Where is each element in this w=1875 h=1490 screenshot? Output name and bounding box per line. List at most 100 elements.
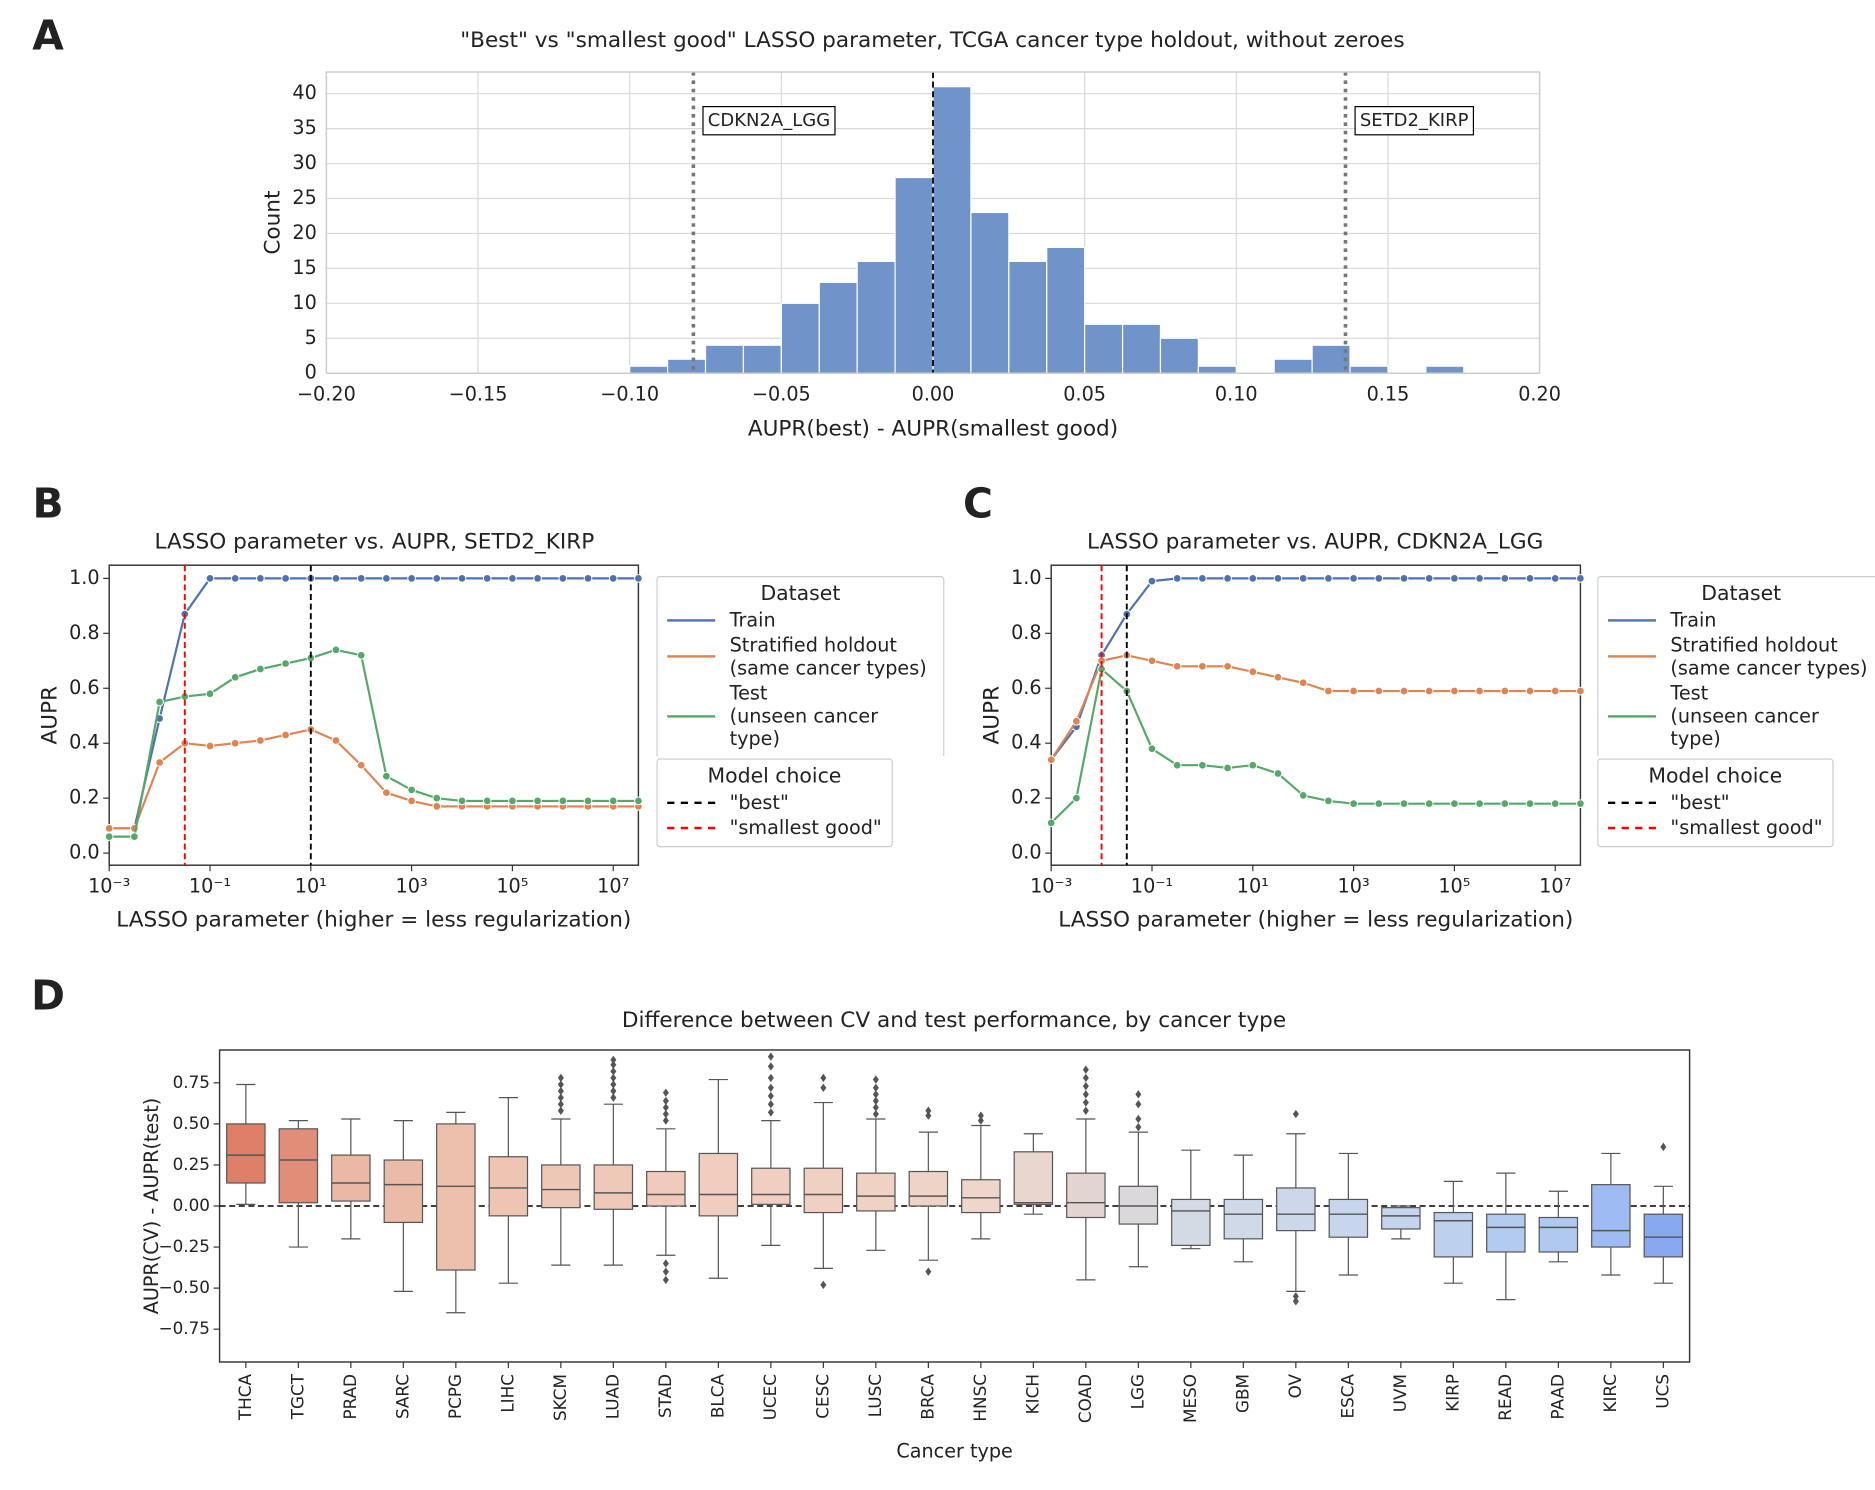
- y-tick-label: 0.4: [1011, 731, 1042, 754]
- series-point: [1550, 799, 1560, 808]
- series-point: [1576, 686, 1585, 696]
- x-tick-label: 10³: [1338, 874, 1370, 897]
- box: [488, 1156, 529, 1217]
- outlier: [1082, 1106, 1089, 1115]
- box: [1276, 1187, 1316, 1232]
- x-tick-label: UCEC: [760, 1374, 780, 1420]
- series-point: [1298, 678, 1308, 688]
- legend-entry: "best": [667, 791, 882, 814]
- histogram-bar: [667, 358, 707, 374]
- outlier: [872, 1083, 879, 1092]
- x-tick-label: 10⁻³: [88, 874, 130, 897]
- x-tick-label: SKCM: [550, 1374, 570, 1421]
- series-point: [533, 796, 542, 806]
- outlier: [610, 1080, 617, 1089]
- legend-swatch: [1608, 618, 1657, 621]
- outlier: [820, 1280, 827, 1290]
- x-tick-label: 10⁵: [496, 874, 528, 897]
- outlier: [662, 1275, 669, 1285]
- box: [436, 1123, 476, 1271]
- histogram-bar: [1121, 323, 1162, 374]
- outlier: [1135, 1122, 1142, 1132]
- box: [751, 1167, 791, 1205]
- legend-swatch: [1608, 801, 1657, 804]
- series-point: [1298, 791, 1308, 800]
- x-axis-label: LASSO parameter (higher = less regulariz…: [1058, 907, 1573, 932]
- x-tick-label: UVM: [1390, 1374, 1410, 1412]
- histogram-bar: [1425, 365, 1465, 374]
- y-tick-label: 30: [292, 151, 316, 174]
- legend-label: "smallest good": [1670, 816, 1823, 839]
- y-tick-label: 15: [292, 256, 316, 279]
- y-tick-label: 1.0: [69, 566, 100, 589]
- x-tick-label: HNSC: [970, 1374, 990, 1422]
- panel-label: D: [31, 971, 65, 1019]
- x-tick-label: TGCT: [287, 1373, 307, 1420]
- histogram-bar: [1046, 246, 1086, 374]
- legend-label: Train: [729, 608, 776, 632]
- series-point: [558, 796, 568, 806]
- x-tick-label: ESCA: [1337, 1373, 1357, 1418]
- series-point: [130, 832, 139, 841]
- series-point: [331, 645, 341, 655]
- series-point: [1248, 574, 1258, 583]
- outlier: [767, 1091, 774, 1101]
- chart-title: LASSO parameter vs. AUPR, CDKN2A_LGG: [1087, 529, 1543, 554]
- outlier: [1660, 1142, 1667, 1152]
- outlier: [1292, 1109, 1299, 1119]
- series-point: [230, 672, 240, 682]
- x-tick-label: 0.05: [1063, 382, 1106, 405]
- outlier: [1135, 1090, 1142, 1099]
- series-point: [1223, 763, 1232, 773]
- y-tick-label: 0.2: [1011, 786, 1042, 809]
- x-tick-label: PAAD: [1547, 1374, 1567, 1419]
- x-tick-label: −0.15: [449, 382, 508, 405]
- y-tick-label: 0.0: [69, 841, 100, 864]
- series-point: [1324, 574, 1333, 583]
- y-tick-label: 0.75: [173, 1072, 210, 1092]
- x-tick-label: −0.10: [600, 382, 659, 405]
- box: [1118, 1185, 1159, 1225]
- series-point: [1223, 574, 1232, 583]
- x-tick-label: READ: [1495, 1374, 1515, 1421]
- series-point: [331, 736, 341, 745]
- series-point: [482, 796, 492, 806]
- series-point: [1525, 799, 1535, 808]
- box: [803, 1167, 844, 1214]
- legend-swatch: [667, 826, 716, 829]
- chart-title: LASSO parameter vs. AUPR, SETD2_KIRP: [155, 529, 595, 554]
- y-tick-label: 0.25: [173, 1154, 210, 1174]
- outlier: [610, 1073, 617, 1083]
- legend-container: Model choice"best""smallest good": [1597, 758, 1834, 848]
- x-tick-label: THCA: [235, 1374, 255, 1422]
- box: [1328, 1198, 1369, 1238]
- box: [1223, 1198, 1264, 1240]
- series-point: [432, 802, 442, 811]
- x-tick-label: 10⁵: [1438, 874, 1470, 897]
- series-point: [1525, 686, 1535, 696]
- series-point: [558, 574, 568, 583]
- x-tick-label: 0.20: [1518, 382, 1561, 405]
- series-line: [1050, 577, 1581, 761]
- series-point: [1576, 799, 1585, 808]
- legend: Model choice "best" "smallest good": [1597, 758, 1834, 848]
- series-point: [1550, 686, 1560, 696]
- histogram-bar: [856, 260, 896, 374]
- x-axis-label: LASSO parameter (higher = less regulariz…: [116, 907, 631, 932]
- y-tick-label: 0.8: [1011, 621, 1042, 644]
- legend-entry: "smallest good": [667, 816, 882, 839]
- x-tick-label: KIRP: [1442, 1374, 1462, 1412]
- series-point: [356, 760, 366, 770]
- box: [1381, 1207, 1421, 1230]
- legend-label: Stratified holdout (same cancer types): [1670, 633, 1868, 680]
- x-tick-label: BRCA: [917, 1373, 937, 1419]
- y-axis-label: AUPR: [37, 686, 62, 745]
- series-point: [1046, 818, 1056, 828]
- box: [1538, 1216, 1579, 1253]
- box: [541, 1164, 581, 1209]
- series-line: [1050, 667, 1581, 824]
- outlier: [872, 1109, 879, 1119]
